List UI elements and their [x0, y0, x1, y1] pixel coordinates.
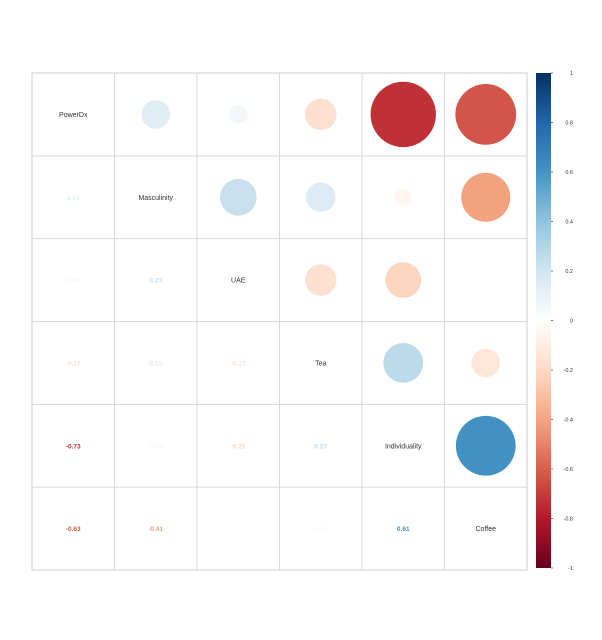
colorbar-tick-label: 0.2 [565, 269, 573, 275]
correlation-circle [471, 348, 501, 378]
colorbar-tick-label: -0.8 [564, 517, 573, 523]
colorbar-tick-label: 0.8 [565, 121, 573, 127]
variable-label: Masculinity [138, 195, 173, 202]
variable-label: Individuality [385, 443, 422, 450]
colorbar: 1 0.8 0.6 0.4 0.2 0 -0.2 -0.4 -0.6 -0.8 -1 [536, 71, 573, 572]
correlation-circle [370, 81, 436, 148]
correlation-coefficient: 0.27 [314, 443, 327, 450]
correlation-circle [385, 262, 422, 299]
correlation-coefficient: -0.63 [66, 526, 81, 533]
colorbar-gradient [536, 73, 551, 568]
colorbar-tick-label: 0.4 [565, 220, 573, 226]
colorbar-tick-label: -0.4 [564, 418, 573, 424]
correlation-circle [394, 188, 412, 206]
colorbar-tick-label: 1 [570, 71, 573, 77]
colorbar-tick-label: -0.2 [564, 368, 573, 374]
correlation-circle [304, 98, 337, 131]
correlation-coefficient: -0.04 [313, 526, 328, 533]
matrix-cells: PowerDx 0.14 Masculinity 0.06 0.23 UAE -0.17 0.… [59, 81, 517, 533]
correlation-coefficient: -0.73 [66, 443, 81, 450]
colorbar-tick-label: -1 [568, 566, 573, 572]
correlation-circle [305, 182, 336, 213]
correlation-circle [141, 100, 171, 129]
variable-label: Coffee [476, 526, 497, 533]
variable-label: Tea [315, 360, 326, 367]
correlation-coefficient: -0.17 [231, 360, 246, 367]
correlation-coefficient: -0.17 [66, 360, 81, 367]
correlation-circle [219, 178, 257, 216]
correlation-circle [455, 415, 516, 476]
correlation-coefficient: -0.22 [231, 443, 246, 450]
colorbar-tick-label: 0 [570, 319, 573, 325]
correlation-coefficient: 0.23 [149, 278, 162, 285]
correlation-circle [455, 84, 517, 145]
correlation-circle [304, 264, 337, 296]
variable-label: PowerDx [59, 112, 88, 119]
matrix-grid [31, 72, 528, 571]
variable-label: UAE [231, 278, 246, 285]
correlation-circle [383, 343, 424, 383]
correlation-coefficient: 0.15 [149, 360, 162, 367]
correlation-coefficient: -0.05 [148, 443, 163, 450]
correlation-circle [228, 105, 248, 124]
correlation-coefficient: 0.06 [67, 278, 80, 285]
correlation-coefficient: 0.14 [67, 195, 80, 202]
correlation-circle [461, 172, 511, 222]
correlation-coefficient: -0.41 [148, 526, 163, 533]
colorbar-tick-label: -0.6 [564, 467, 573, 473]
colorbar-tick-label: 0.6 [565, 170, 573, 176]
correlation-coefficient: 0.61 [397, 526, 410, 533]
